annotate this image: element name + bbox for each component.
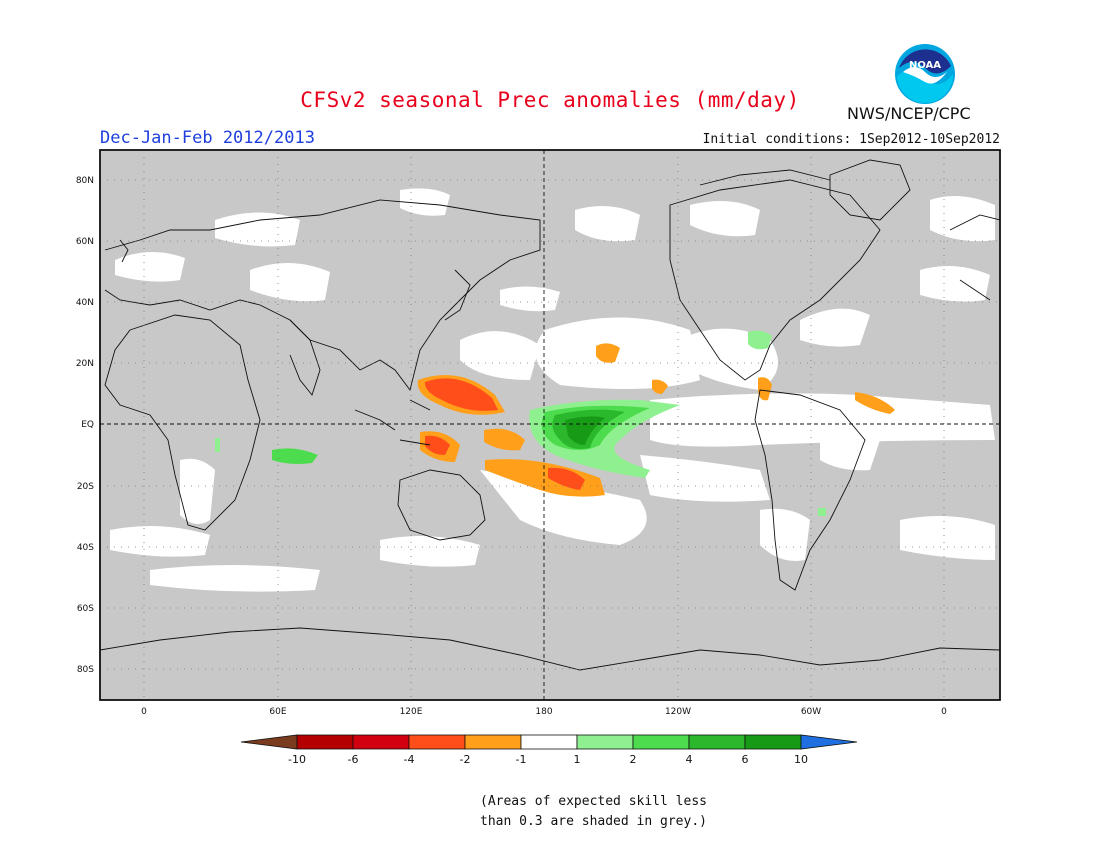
- agency-label: NWS/NCEP/CPC: [847, 104, 971, 123]
- lat-label: 60N: [76, 237, 94, 247]
- colorbar-legend: -10 -6 -4 -2 -1 1 2 4 6 10: [240, 734, 858, 766]
- map-title: CFSv2 seasonal Prec anomalies (mm/day): [300, 88, 800, 112]
- lat-label: 80N: [76, 176, 94, 186]
- colorbar-swatch: [408, 734, 466, 750]
- equator-dateline: [100, 150, 1000, 700]
- colorbar-tick-label: -2: [460, 753, 471, 766]
- colorbar-swatch: [520, 734, 578, 750]
- lon-label: 60E: [269, 707, 286, 717]
- colorbar-swatch: [352, 734, 410, 750]
- skill-note-line: than 0.3 are shaded in grey.): [480, 814, 707, 829]
- colorbar-tick-label: -6: [348, 753, 359, 766]
- colorbar-swatch: [632, 734, 690, 750]
- colorbar-swatch: [576, 734, 634, 750]
- colorbar-right-arrow: [800, 734, 858, 750]
- colorbar-tick-label: -1: [516, 753, 527, 766]
- coastlines: [100, 159, 1000, 671]
- colorbar-tick-label: 1: [574, 753, 581, 766]
- colorbar-tick-label: 4: [686, 753, 693, 766]
- colorbar-swatch: [464, 734, 522, 750]
- lat-label: EQ: [81, 420, 94, 430]
- lon-label: 180: [535, 707, 552, 717]
- map-frame: [99, 149, 1001, 701]
- colorbar-tick-label: 2: [630, 753, 637, 766]
- lat-label: 60S: [77, 604, 94, 614]
- skill-note: (Areas of expected skill less than 0.3 a…: [480, 792, 707, 832]
- lat-label: 80S: [77, 665, 94, 675]
- colorbar-swatch: [688, 734, 746, 750]
- colorbar-tick-label: -4: [404, 753, 415, 766]
- lat-label: 20N: [76, 359, 94, 369]
- lon-label: 120W: [665, 707, 691, 717]
- colorbar-swatch: [296, 734, 354, 750]
- negative-anomaly-regions: [417, 343, 895, 497]
- latitude-labels: 80N 60N 40N 20N EQ 20S 40S 60S 80S: [76, 176, 94, 675]
- lon-label: 0: [941, 707, 947, 717]
- colorbar-tick-label: 6: [742, 753, 749, 766]
- positive-anomaly-regions: [215, 330, 826, 516]
- colorbar-swatch: [744, 734, 802, 750]
- logo-text: NOAA: [909, 60, 941, 71]
- lat-label: 40S: [77, 543, 94, 553]
- colorbar-tick-label: -10: [288, 753, 306, 766]
- lat-label: 20S: [77, 482, 94, 492]
- initial-conditions: Initial conditions: 1Sep2012-10Sep2012: [702, 132, 1000, 147]
- lat-label: 40N: [76, 298, 94, 308]
- neutral-anomaly-regions: [110, 188, 995, 592]
- colorbar-left-arrow: [240, 734, 298, 750]
- noaa-logo-icon: NOAA: [895, 44, 955, 104]
- colorbar-tick-label: 10: [794, 753, 808, 766]
- season-period: Dec-Jan-Feb 2012/2013: [100, 128, 315, 148]
- lon-label: 0: [141, 707, 147, 717]
- lon-label: 60W: [801, 707, 821, 717]
- longitude-labels: 0 60E 120E 180 120W 60W 0: [141, 707, 947, 717]
- lon-label: 120E: [400, 707, 423, 717]
- skill-note-line: (Areas of expected skill less: [480, 794, 707, 809]
- lat-lon-grid: [100, 150, 1000, 700]
